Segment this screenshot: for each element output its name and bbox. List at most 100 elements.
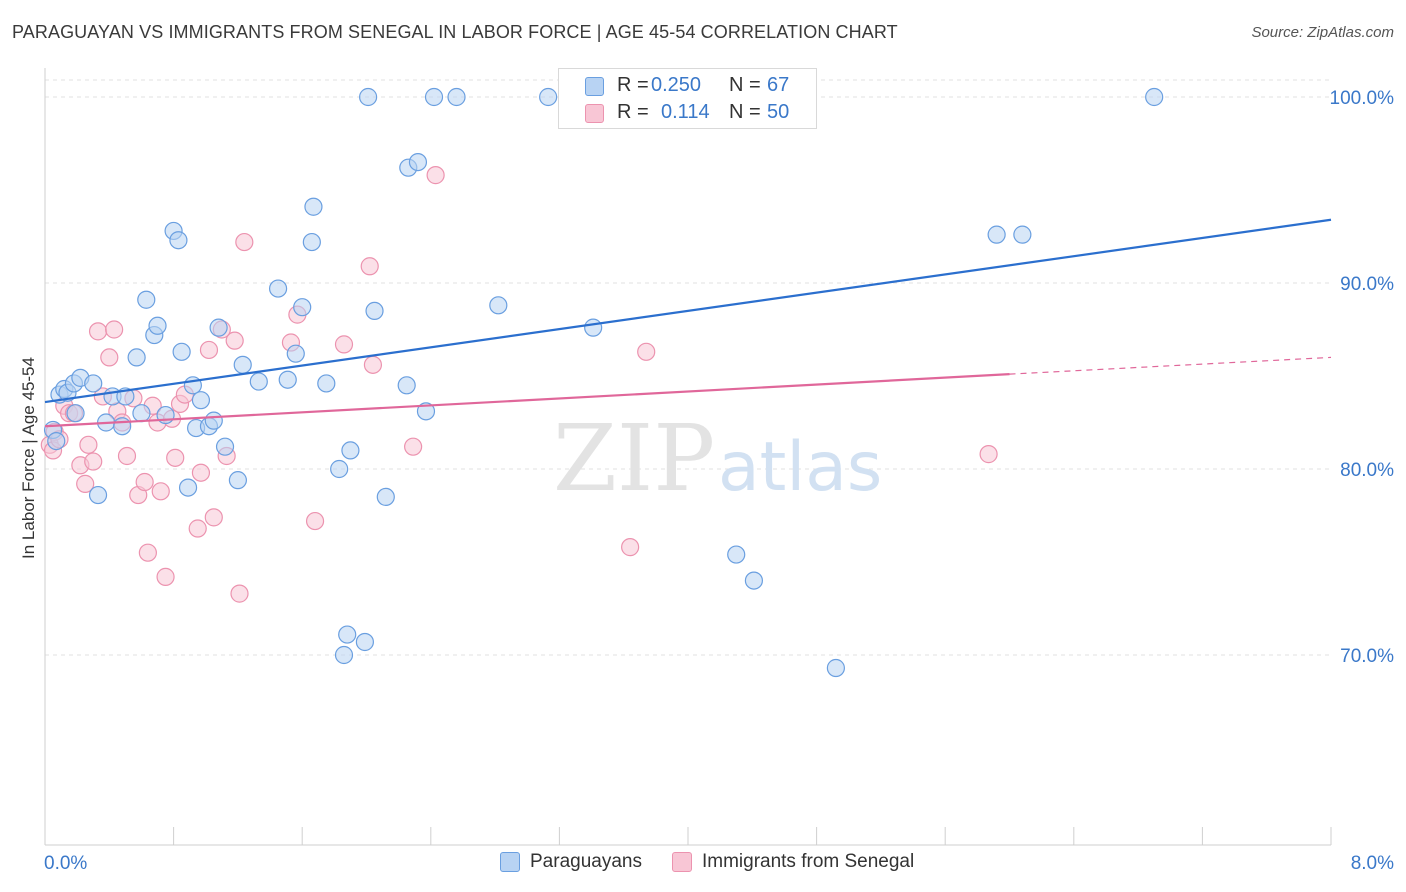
legend-swatch-blue — [500, 852, 520, 872]
legend-label-paraguayans: Paraguayans — [530, 851, 642, 872]
y-tick-label: 70.0% — [1340, 646, 1394, 667]
paraguayan-point — [293, 298, 312, 317]
y-tick-label: 100.0% — [1330, 88, 1395, 109]
paraguayan-point — [148, 316, 167, 335]
paraguayan-point — [365, 301, 384, 320]
paraguayan-point — [88, 485, 108, 505]
watermark-zip: ZIP — [553, 405, 715, 512]
paraguayan-point — [355, 632, 374, 652]
paraguayan-point — [228, 471, 247, 490]
senegal-point — [621, 538, 640, 557]
paraguayan-point — [489, 296, 508, 315]
stats-n-value: 67 — [767, 74, 790, 96]
senegal-point — [151, 482, 170, 501]
senegal-point — [199, 340, 219, 360]
paraguayan-point — [338, 625, 357, 644]
paraguayan-points — [43, 86, 1164, 678]
paraguayan-point — [137, 290, 156, 309]
senegal-point — [135, 472, 154, 492]
paraguayan-point — [209, 318, 228, 337]
paraguayan-point — [334, 645, 354, 665]
senegal-point — [166, 448, 185, 467]
paraguayan-point — [215, 437, 235, 456]
senegal-point — [305, 511, 325, 531]
x-tick-labels: 0.0% 8.0% — [44, 853, 1394, 874]
x-tick-label: 0.0% — [44, 853, 87, 874]
paraguayan-point — [744, 571, 764, 590]
paraguayan-point — [278, 370, 297, 389]
paraguayan-point — [204, 411, 223, 430]
stats-r-value: 0.114 — [661, 101, 710, 123]
paraguayan-point — [304, 197, 323, 216]
watermark: ZIP atlas — [553, 405, 882, 512]
y-tick-labels: 70.0% 80.0% 90.0% 100.0% — [1330, 88, 1395, 667]
paraguayan-point — [330, 459, 349, 479]
stats-n-label: N = — [729, 74, 761, 96]
trend-lines — [44, 218, 1332, 428]
senegal-point — [235, 232, 254, 252]
stats-swatch-blue — [585, 77, 604, 96]
legend-swatch-pink — [671, 852, 692, 872]
senegal-point — [426, 166, 445, 185]
stats-legend: R = 0.250 N = 67 R = 0.114 N = 50 — [558, 68, 817, 129]
paraguayan-point — [169, 231, 188, 250]
chart-title: PARAGUAYAN VS IMMIGRANTS FROM SENEGAL IN… — [12, 22, 898, 42]
paraguayan-point — [359, 87, 378, 107]
paraguayan-point — [584, 318, 603, 337]
paraguayan-point — [376, 487, 395, 506]
senegal-point — [404, 437, 423, 456]
senegal-point — [360, 257, 379, 276]
paraguayan-point — [268, 279, 288, 298]
paraguayan-point — [397, 376, 416, 395]
legend-label-senegal: Immigrants from Senegal — [701, 851, 915, 872]
paraguayan-point — [447, 87, 466, 107]
senegal-point — [204, 508, 223, 527]
stats-swatch-pink — [585, 104, 604, 123]
bottom-legend: Paraguayans Immigrants from Senegal — [500, 851, 944, 873]
senegal-point — [88, 322, 108, 341]
senegal-point — [230, 584, 249, 603]
paraguayan-point — [132, 404, 151, 423]
stats-r-label: R = — [617, 74, 649, 96]
senegal-point — [84, 452, 103, 471]
trend-line-paraguayans — [44, 218, 1332, 404]
y-tick-label: 90.0% — [1340, 274, 1394, 295]
paraguayan-point — [84, 374, 103, 393]
trend-line-senegal — [44, 373, 1010, 428]
y-tick-label: 80.0% — [1340, 460, 1394, 481]
paraguayan-point — [172, 342, 191, 361]
x-tick-label: 8.0% — [1351, 853, 1394, 874]
paraguayan-point — [127, 348, 146, 367]
paraguayan-point — [826, 658, 845, 678]
senegal-point — [363, 355, 383, 374]
senegal-point — [156, 567, 175, 586]
paraguayan-point — [191, 391, 211, 410]
paraguayan-point — [987, 225, 1006, 244]
paraguayan-point — [286, 344, 305, 363]
legend-item-paraguayans: Paraguayans — [500, 851, 642, 873]
trend-line-senegal-extension — [1009, 356, 1332, 375]
paraguayan-point — [1013, 225, 1032, 244]
stats-n-label: N = — [729, 101, 761, 123]
senegal-point — [637, 342, 656, 361]
paraguayan-point — [1145, 87, 1164, 107]
y-axis-label: In Labor Force | Age 45-54 — [19, 357, 38, 559]
watermark-atlas: atlas — [718, 428, 882, 507]
stats-r-value: 0.250 — [651, 74, 702, 96]
senegal-point — [191, 463, 211, 482]
paraguayan-point — [408, 153, 428, 172]
paraguayan-point — [416, 402, 436, 421]
senegal-point — [105, 320, 124, 339]
paraguayan-point — [424, 87, 444, 107]
paraguayan-point — [727, 545, 746, 564]
senegal-point — [138, 543, 157, 562]
paraguayan-point — [249, 372, 268, 391]
senegal-point — [225, 331, 244, 350]
paraguayan-point — [113, 417, 132, 436]
senegal-point — [117, 446, 137, 466]
source-label: Source: ZipAtlas.com — [1251, 24, 1394, 41]
legend-item-senegal: Immigrants from Senegal — [671, 851, 915, 873]
senegal-point — [76, 474, 95, 493]
senegal-point — [79, 435, 98, 454]
